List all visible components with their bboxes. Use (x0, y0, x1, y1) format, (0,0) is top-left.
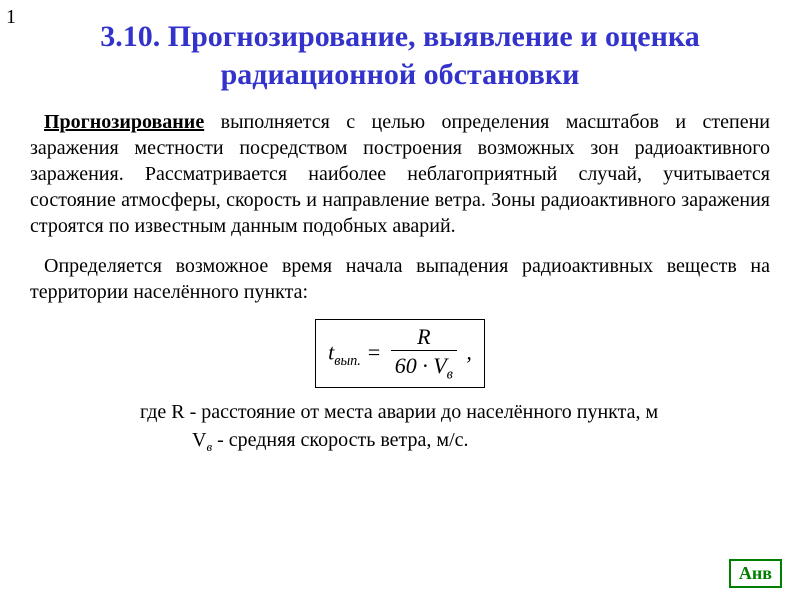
paragraph-1: Прогнозирование выполняется с целью опре… (30, 109, 770, 239)
formula-container: tвып. = R 60 · Vв , (30, 319, 770, 388)
slide-title: 3.10. Прогнозирование, выявление и оценк… (30, 18, 770, 93)
formula-trail: , (461, 339, 472, 364)
slide-content: 3.10. Прогнозирование, выявление и оценк… (0, 0, 800, 456)
formula-numerator: R (391, 324, 457, 351)
where-line-1: где R - расстояние от места аварии до на… (140, 398, 770, 426)
where-var-V: V (192, 429, 206, 451)
formula-denominator: 60 · Vв (391, 351, 457, 384)
paragraph-2: Определяется возможное время начала выпа… (30, 253, 770, 305)
where-block: где R - расстояние от места аварии до на… (140, 398, 770, 456)
formula-lhs-sub: вып. (334, 353, 361, 369)
where-line-2-rest: - средняя скорость ветра, м/с. (212, 429, 468, 451)
page-number: 1 (6, 6, 16, 29)
formula-eq: = (361, 339, 387, 364)
where-line-2: Vв - средняя скорость ветра, м/с. (192, 426, 770, 456)
nav-button-anv[interactable]: Анв (729, 559, 782, 588)
formula-box: tвып. = R 60 · Vв , (315, 319, 485, 388)
den-var: V (433, 353, 446, 378)
term-prognozirovanie: Прогнозирование (44, 111, 204, 133)
formula-fraction: R 60 · Vв (391, 324, 457, 385)
den-pre: 60 · (395, 353, 434, 378)
den-sub: в (447, 367, 453, 383)
